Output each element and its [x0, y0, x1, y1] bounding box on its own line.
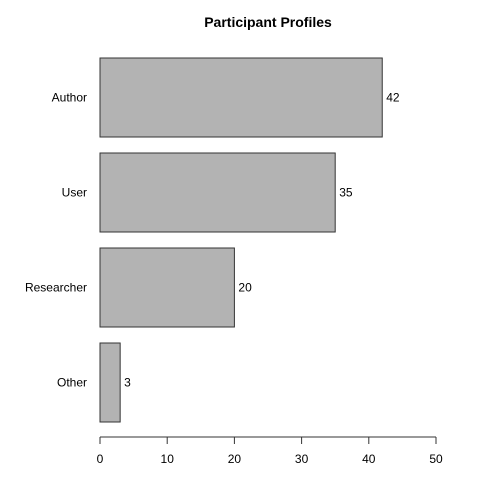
x-tick-label: 20: [228, 452, 242, 466]
category-label-author: Author: [52, 91, 87, 105]
bar-other: [99, 342, 121, 423]
category-label-user: User: [62, 186, 87, 200]
value-label-researcher: 20: [238, 281, 252, 295]
value-label-user: 35: [339, 186, 353, 200]
x-tick-label: 50: [429, 452, 443, 466]
category-label-researcher: Researcher: [25, 281, 87, 295]
bar-researcher: [99, 247, 235, 328]
x-tick-label: 30: [295, 452, 309, 466]
value-label-other: 3: [124, 376, 131, 390]
x-tick-label: 0: [97, 452, 104, 466]
x-axis: 0 10 20 30 40 50: [97, 436, 443, 466]
value-label-author: 42: [386, 91, 400, 105]
x-tick-label: 40: [362, 452, 376, 466]
bars-group: Author 42 User 35 Researcher 20 Other 3: [25, 57, 400, 423]
bar-user: [99, 152, 336, 233]
x-tick-label: 10: [161, 452, 175, 466]
bar-author: [99, 57, 383, 138]
chart-title: Participant Profiles: [204, 14, 332, 30]
category-label-other: Other: [57, 376, 87, 390]
